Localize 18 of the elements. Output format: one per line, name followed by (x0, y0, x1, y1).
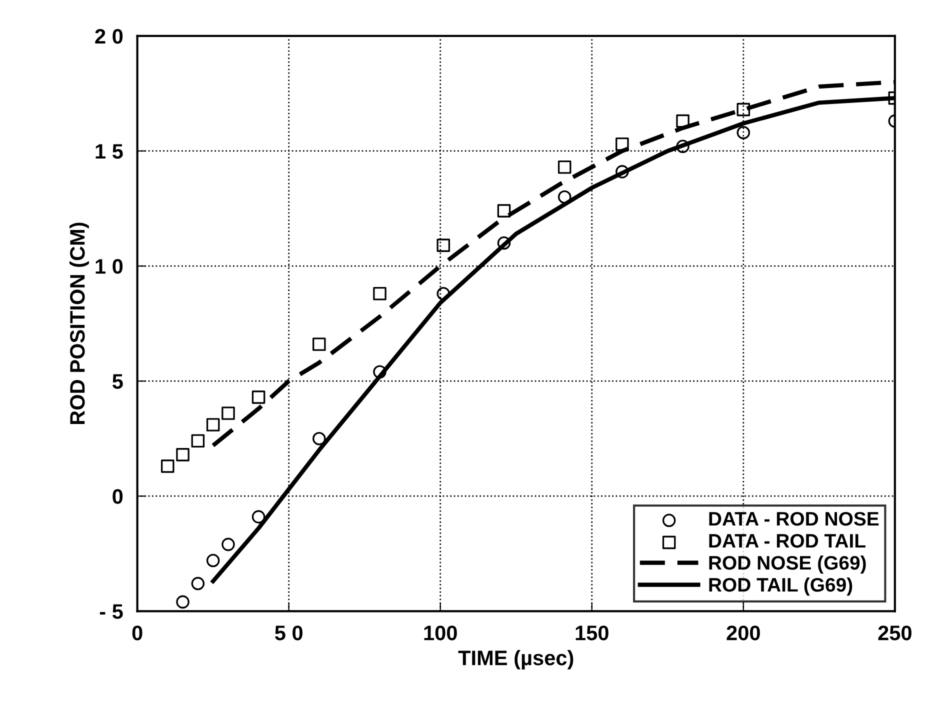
x-tick-label: 200 (726, 626, 760, 640)
legend-label: ROD TAIL (G69) (709, 577, 852, 596)
x-tick-label: 5 0 (274, 626, 302, 640)
legend-label: ROD NOSE (G69) (709, 555, 866, 574)
x-tick-label: 0 (132, 626, 142, 640)
x-tick-label: 100 (424, 626, 457, 640)
y-tick-label: 1 5 (96, 144, 123, 159)
y-tick-label: 0 (112, 489, 123, 504)
y-axis-title: ROD POSITION (CM) (69, 222, 89, 424)
y-tick-label: 1 0 (96, 259, 123, 274)
legend-label: DATA - ROD TAIL (709, 534, 866, 548)
x-tick-label: 150 (576, 626, 608, 640)
y-tick-label: 2 0 (95, 28, 123, 44)
legend-label: DATA - ROD NOSE (709, 512, 879, 526)
x-axis-title: TIME (µsec) (458, 650, 574, 670)
y-tick-label: 5 (112, 374, 123, 389)
y-tick-label: - 5 (100, 604, 123, 619)
x-tick-label: 250 (878, 626, 912, 640)
